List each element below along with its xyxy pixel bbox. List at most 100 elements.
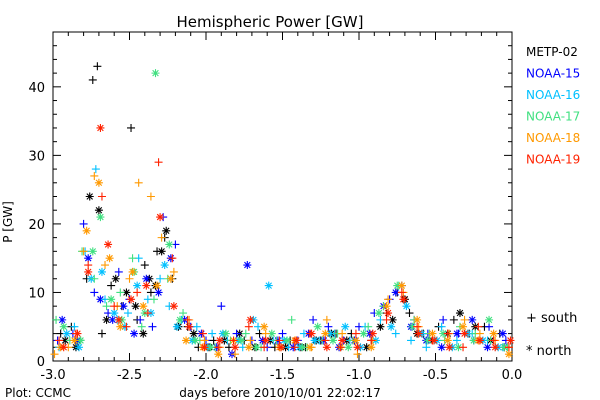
north-point (359, 329, 368, 338)
north-point (460, 329, 469, 338)
north-point (498, 329, 507, 338)
south-point (364, 322, 373, 331)
south-point (200, 336, 209, 345)
south-point (157, 233, 166, 242)
north-point (84, 254, 93, 263)
south-point (290, 343, 299, 352)
north-point (459, 322, 468, 331)
south-point (504, 343, 513, 352)
north-point (182, 336, 191, 345)
south-point (148, 322, 157, 331)
north-point (96, 213, 105, 222)
north-point (107, 295, 116, 304)
south-point (156, 274, 165, 283)
north-point (328, 336, 337, 345)
north-point (59, 343, 68, 352)
south-point (107, 281, 116, 290)
north-point (267, 329, 276, 338)
south-point (102, 302, 111, 311)
south-point (140, 261, 149, 270)
north-point (237, 336, 246, 345)
north-point (85, 192, 94, 201)
north-point (110, 309, 119, 318)
south-point (198, 329, 207, 338)
south-point (287, 315, 296, 324)
x-axis-label: days before 2010/10/01 22:02:17 (179, 386, 380, 400)
north-point (231, 343, 240, 352)
north-point (423, 336, 432, 345)
north-point (75, 343, 84, 352)
north-point (96, 123, 105, 132)
south-point (137, 322, 146, 331)
north-point (244, 343, 253, 352)
north-point (321, 329, 330, 338)
north-point (131, 302, 140, 311)
north-point (172, 322, 181, 331)
south-point (336, 343, 345, 352)
south-point (123, 309, 132, 318)
legend-entry: METP-02 (526, 45, 578, 59)
north-point (175, 315, 184, 324)
y-axis-label: P [GW] (1, 201, 15, 243)
south-point (309, 315, 318, 324)
south-point (90, 288, 99, 297)
x-tick-label: -2.5 (117, 368, 142, 383)
marker-legend-south: + south (526, 311, 577, 326)
south-point (278, 329, 287, 338)
north-point (166, 274, 175, 283)
south-point (474, 322, 483, 331)
south-point (413, 322, 422, 331)
north-point (105, 254, 114, 263)
north-point (127, 295, 136, 304)
north-point (341, 322, 350, 331)
south-point (192, 322, 201, 331)
north-point (84, 267, 93, 276)
south-point (485, 322, 494, 331)
south-point (351, 329, 360, 338)
north-point (169, 302, 178, 311)
south-point (90, 171, 99, 180)
south-point (405, 309, 414, 318)
north-point (221, 329, 230, 338)
x-tick-label: 0.0 (502, 368, 523, 383)
north-point (153, 281, 162, 290)
north-point (214, 350, 223, 359)
south-point (397, 288, 406, 297)
north-point (156, 213, 165, 222)
marker-legend-north: * north (526, 344, 572, 359)
south-point (101, 261, 110, 270)
north-point (102, 315, 111, 324)
north-point (292, 336, 301, 345)
north-point (455, 309, 464, 318)
south-point (459, 343, 468, 352)
south-point (217, 302, 226, 311)
south-point (260, 343, 269, 352)
north-point (338, 336, 347, 345)
north-point (439, 329, 448, 338)
x-tick-label: -1.0 (346, 368, 371, 383)
north-point (351, 336, 360, 345)
north-point (313, 322, 322, 331)
north-point (443, 336, 452, 345)
south-point (321, 336, 330, 345)
south-point (114, 267, 123, 276)
north-point (97, 267, 106, 276)
legend: METP-02 NOAA-15 NOAA-16 NOAA-17 NOAA-18 NOAA-… (526, 45, 580, 359)
south-point (122, 322, 131, 331)
south-point (229, 336, 238, 345)
south-point (475, 329, 484, 338)
north-point (189, 329, 198, 338)
north-point (402, 302, 411, 311)
south-point (244, 322, 253, 331)
north-point (485, 315, 494, 324)
south-point (275, 336, 284, 345)
south-point (55, 336, 64, 345)
north-point (162, 226, 171, 235)
south-point (88, 75, 97, 84)
south-point (125, 274, 134, 283)
series-noaa-15 (53, 213, 510, 359)
south-point (50, 350, 59, 359)
south-point (324, 322, 333, 331)
y-tick-label: 0 (37, 355, 45, 370)
